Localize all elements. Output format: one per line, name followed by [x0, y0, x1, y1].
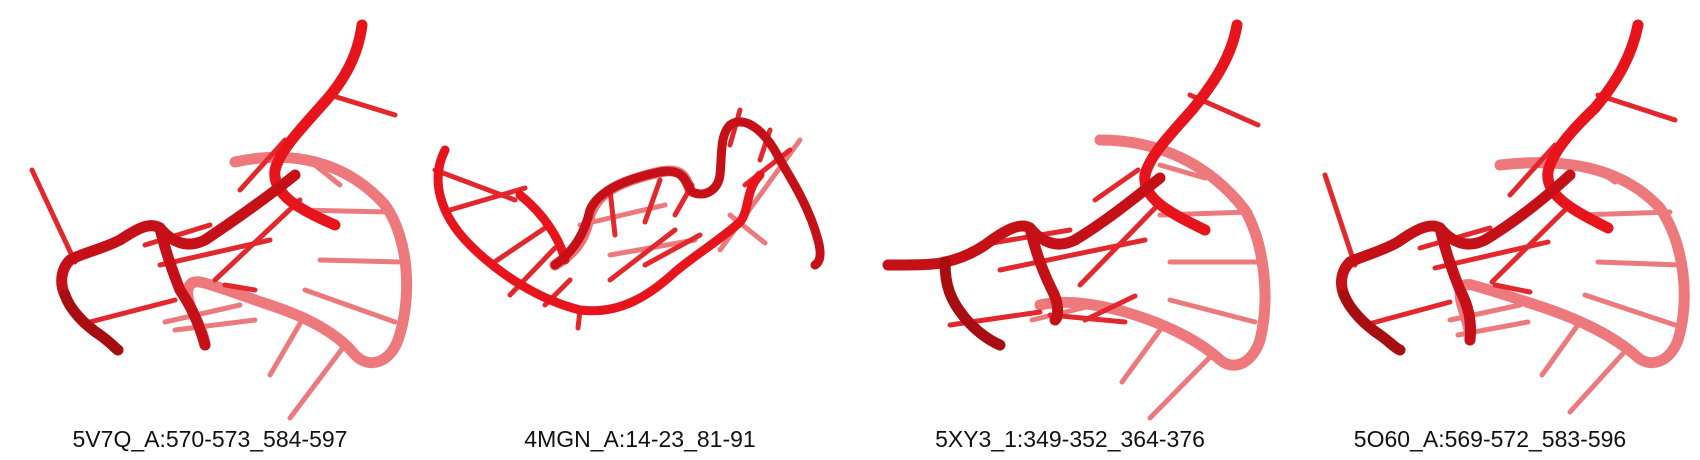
base-back	[317, 257, 403, 265]
base-back	[1147, 349, 1218, 421]
base	[607, 187, 618, 238]
backbone-front	[1024, 222, 1064, 326]
base	[1092, 167, 1141, 203]
base	[997, 237, 1148, 273]
base	[727, 107, 743, 148]
base	[1507, 142, 1558, 198]
base-back	[1167, 297, 1258, 325]
base-back	[1447, 302, 1523, 323]
base	[222, 282, 258, 293]
backbone-front	[269, 19, 368, 231]
panel-4mgn: 4MGN_A:14-23_81-91	[430, 0, 850, 460]
base-back	[1119, 327, 1163, 385]
base	[607, 227, 678, 283]
rna-structure-5o60	[1322, 19, 1690, 415]
panel-5o60: 5O60_A:569-572_583-596	[1280, 0, 1700, 460]
base-back	[287, 342, 348, 421]
base	[642, 232, 703, 268]
base-back	[172, 317, 258, 333]
base	[1362, 299, 1453, 328]
base-back	[1029, 302, 1098, 323]
base-back	[1539, 319, 1583, 378]
backbone-front	[882, 172, 1166, 271]
base	[157, 237, 273, 268]
backbone-front	[1338, 289, 1406, 356]
base-back	[727, 212, 768, 246]
base	[1082, 293, 1138, 323]
panel-5v7q: 5V7Q_A:570-573_584-597	[0, 0, 420, 460]
rna-structure-5v7q	[29, 19, 413, 421]
backbone-back	[1034, 134, 1271, 371]
structure-label: 5V7Q_A:570-573_584-597	[72, 426, 348, 452]
structure-label: 4MGN_A:14-23_81-91	[524, 426, 756, 452]
structure-label: 5XY3_1:349-352_364-376	[935, 426, 1205, 452]
base	[487, 225, 548, 268]
backbone-front	[1139, 19, 1243, 236]
base-back	[1567, 345, 1631, 415]
base-back	[312, 162, 343, 188]
backbone-front	[1336, 169, 1576, 301]
base-back	[302, 287, 398, 325]
backbone-front	[550, 117, 825, 270]
base-back	[1587, 162, 1618, 185]
backbone-front	[433, 145, 765, 316]
base	[447, 185, 528, 213]
base	[1595, 92, 1678, 123]
base	[327, 92, 398, 118]
base	[1322, 172, 1358, 268]
base-back	[1157, 162, 1208, 181]
base-back	[1595, 259, 1683, 268]
panel-5xy3: 5XY3_1:349-352_364-376	[860, 0, 1280, 460]
backbone-front	[154, 222, 211, 351]
base	[29, 167, 78, 265]
structure-label: 5O60_A:569-572_583-596	[1353, 426, 1627, 452]
base	[212, 197, 303, 283]
base	[1492, 282, 1533, 295]
base	[142, 222, 213, 248]
base	[87, 297, 178, 325]
backbone-front	[1542, 19, 1644, 234]
base	[642, 177, 663, 225]
rna-structure-5xy3	[882, 19, 1271, 421]
backbone-front	[56, 169, 301, 301]
rna-structure-4mgn	[432, 107, 825, 331]
base	[237, 137, 288, 193]
backbone-front	[939, 256, 1006, 351]
backbone-back	[182, 151, 413, 369]
base-back	[1577, 209, 1673, 218]
base-back	[1582, 292, 1678, 328]
backbone-front	[59, 289, 124, 356]
base-back	[162, 302, 243, 325]
backbone-front	[1434, 222, 1476, 346]
base-back	[267, 312, 308, 378]
